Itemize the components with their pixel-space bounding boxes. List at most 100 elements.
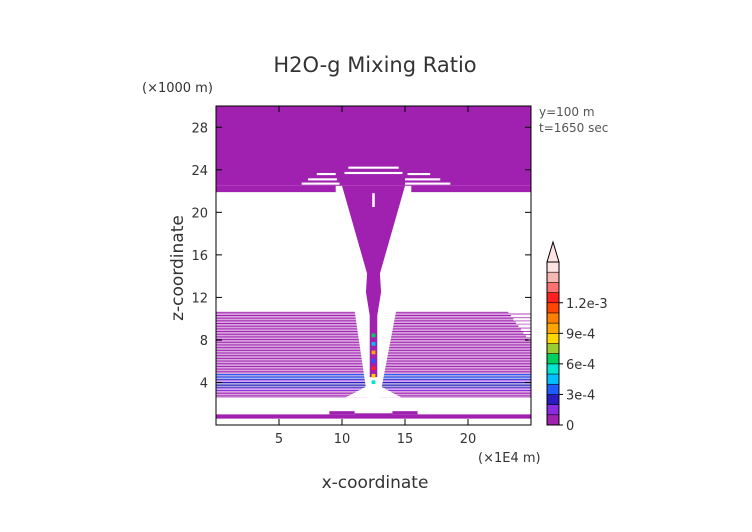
field-lower-band (381, 386, 531, 388)
field-lower-band (387, 358, 531, 360)
colorbar-swatch (547, 262, 559, 273)
field-lower-band (394, 316, 531, 318)
field-lower-band (392, 330, 531, 332)
field-lower-band (391, 332, 531, 334)
field-lower-band (216, 315, 356, 317)
field-clear-stripe (515, 321, 531, 324)
x-tick-label: 20 (460, 432, 477, 447)
colorbar-swatch (547, 404, 559, 416)
y-tick-label: 16 (191, 249, 208, 264)
field-lower-band (216, 337, 359, 339)
field-lower-band (216, 359, 362, 361)
colorbar-extend-arrow (546, 240, 560, 263)
field-lower-band (388, 350, 531, 352)
field-clear-stripe (523, 331, 531, 334)
colorbar-frame (546, 261, 560, 426)
field-lower-band (216, 311, 355, 313)
field-lower-band (216, 350, 361, 352)
colorbar-tick-label: 1.2e-3 (566, 297, 608, 312)
field-column-gap (372, 193, 375, 208)
field-clear-stripe (520, 328, 531, 331)
field-lower-band (216, 391, 367, 393)
field-lower-band (216, 382, 366, 383)
annotation-y: y=100 m (539, 105, 595, 119)
field-lower-band (383, 375, 531, 377)
colorbar-swatch (547, 343, 559, 354)
field-lower-band (216, 372, 364, 374)
colorbar-swatch (547, 394, 559, 405)
field-lower-band (216, 343, 360, 345)
field-lower-band (392, 329, 531, 331)
field-column-upper (342, 185, 405, 275)
field-clear-stripe (348, 166, 399, 169)
field-clear-stripe (316, 172, 336, 176)
colorbar-swatch (547, 292, 559, 304)
field-clear-stripe (405, 178, 441, 181)
field-lower-band (389, 346, 531, 348)
field-lower-band (388, 351, 531, 353)
field-lower-band (390, 338, 531, 340)
field-lower-band (390, 340, 531, 342)
field-lower-band (216, 361, 363, 363)
field-lower-band (216, 375, 365, 377)
field-lower-band (216, 356, 362, 358)
field-lower-band (382, 383, 531, 385)
field-lower-band (385, 364, 531, 366)
field-lower-band (384, 372, 531, 374)
field-lower-band (216, 385, 366, 387)
field-lower-band (391, 334, 531, 336)
field-lower-band (216, 346, 360, 348)
field-lower-band (216, 374, 364, 376)
field-lower-layer-right (379, 311, 531, 398)
field-clear-stripe (405, 182, 451, 185)
field-lower-band (391, 337, 531, 339)
field-lower-band (386, 362, 531, 364)
field-clear-stripe (513, 318, 531, 321)
field-lower-band (216, 334, 359, 336)
field-lower-band (216, 388, 367, 390)
field-clear-stripe (525, 335, 531, 338)
field-lower-band (216, 396, 368, 398)
field-upper-layer-edge-right (411, 185, 531, 193)
field-lower-band (216, 369, 364, 371)
field-lower-band (385, 366, 531, 368)
field-lower-band (216, 370, 364, 372)
field-lower-band (216, 348, 361, 350)
y-tick-label: 4 (200, 376, 208, 391)
x-tick-label: 15 (397, 432, 414, 447)
y-tick-label: 12 (191, 291, 208, 306)
colorbar-swatch (547, 374, 559, 385)
field-lower-band (216, 322, 357, 324)
field-clear-notch (377, 384, 402, 398)
field-lower-band (395, 315, 531, 317)
field-core-cell (371, 366, 376, 371)
field-lower-layer-left (216, 311, 368, 398)
field-surface-bump (392, 411, 418, 415)
field-lower-band (381, 389, 531, 391)
colorbar-swatch (547, 323, 559, 334)
field-lower-band (390, 342, 531, 344)
field-clear-stripe (508, 311, 531, 314)
field-lower-band (216, 318, 356, 320)
colorbar-tick-label: 3e-4 (566, 388, 595, 403)
field-lower-band (386, 361, 531, 363)
field-clear-stripe (407, 172, 431, 176)
field-upper-layer-edge-left (216, 185, 336, 193)
field-clear-stripe (510, 314, 531, 317)
chart-title: H2O-g Mixing Ratio (273, 53, 476, 77)
mixing-ratio-field (216, 106, 531, 419)
colorbar-swatch (547, 333, 559, 344)
field-lower-band (393, 324, 531, 326)
field-lower-band (395, 311, 531, 313)
y-axis-title: z-coordinate (168, 215, 188, 321)
colorbar-tick-label: 0 (566, 419, 574, 434)
colorbar-swatch (547, 384, 559, 395)
field-lower-band (384, 374, 531, 376)
field-lower-band (392, 327, 531, 329)
field-core-cell (371, 333, 376, 338)
field-lower-band (381, 388, 531, 390)
field-lower-band (381, 385, 531, 387)
field-lower-band (216, 313, 356, 315)
field-lower-band (394, 321, 531, 323)
